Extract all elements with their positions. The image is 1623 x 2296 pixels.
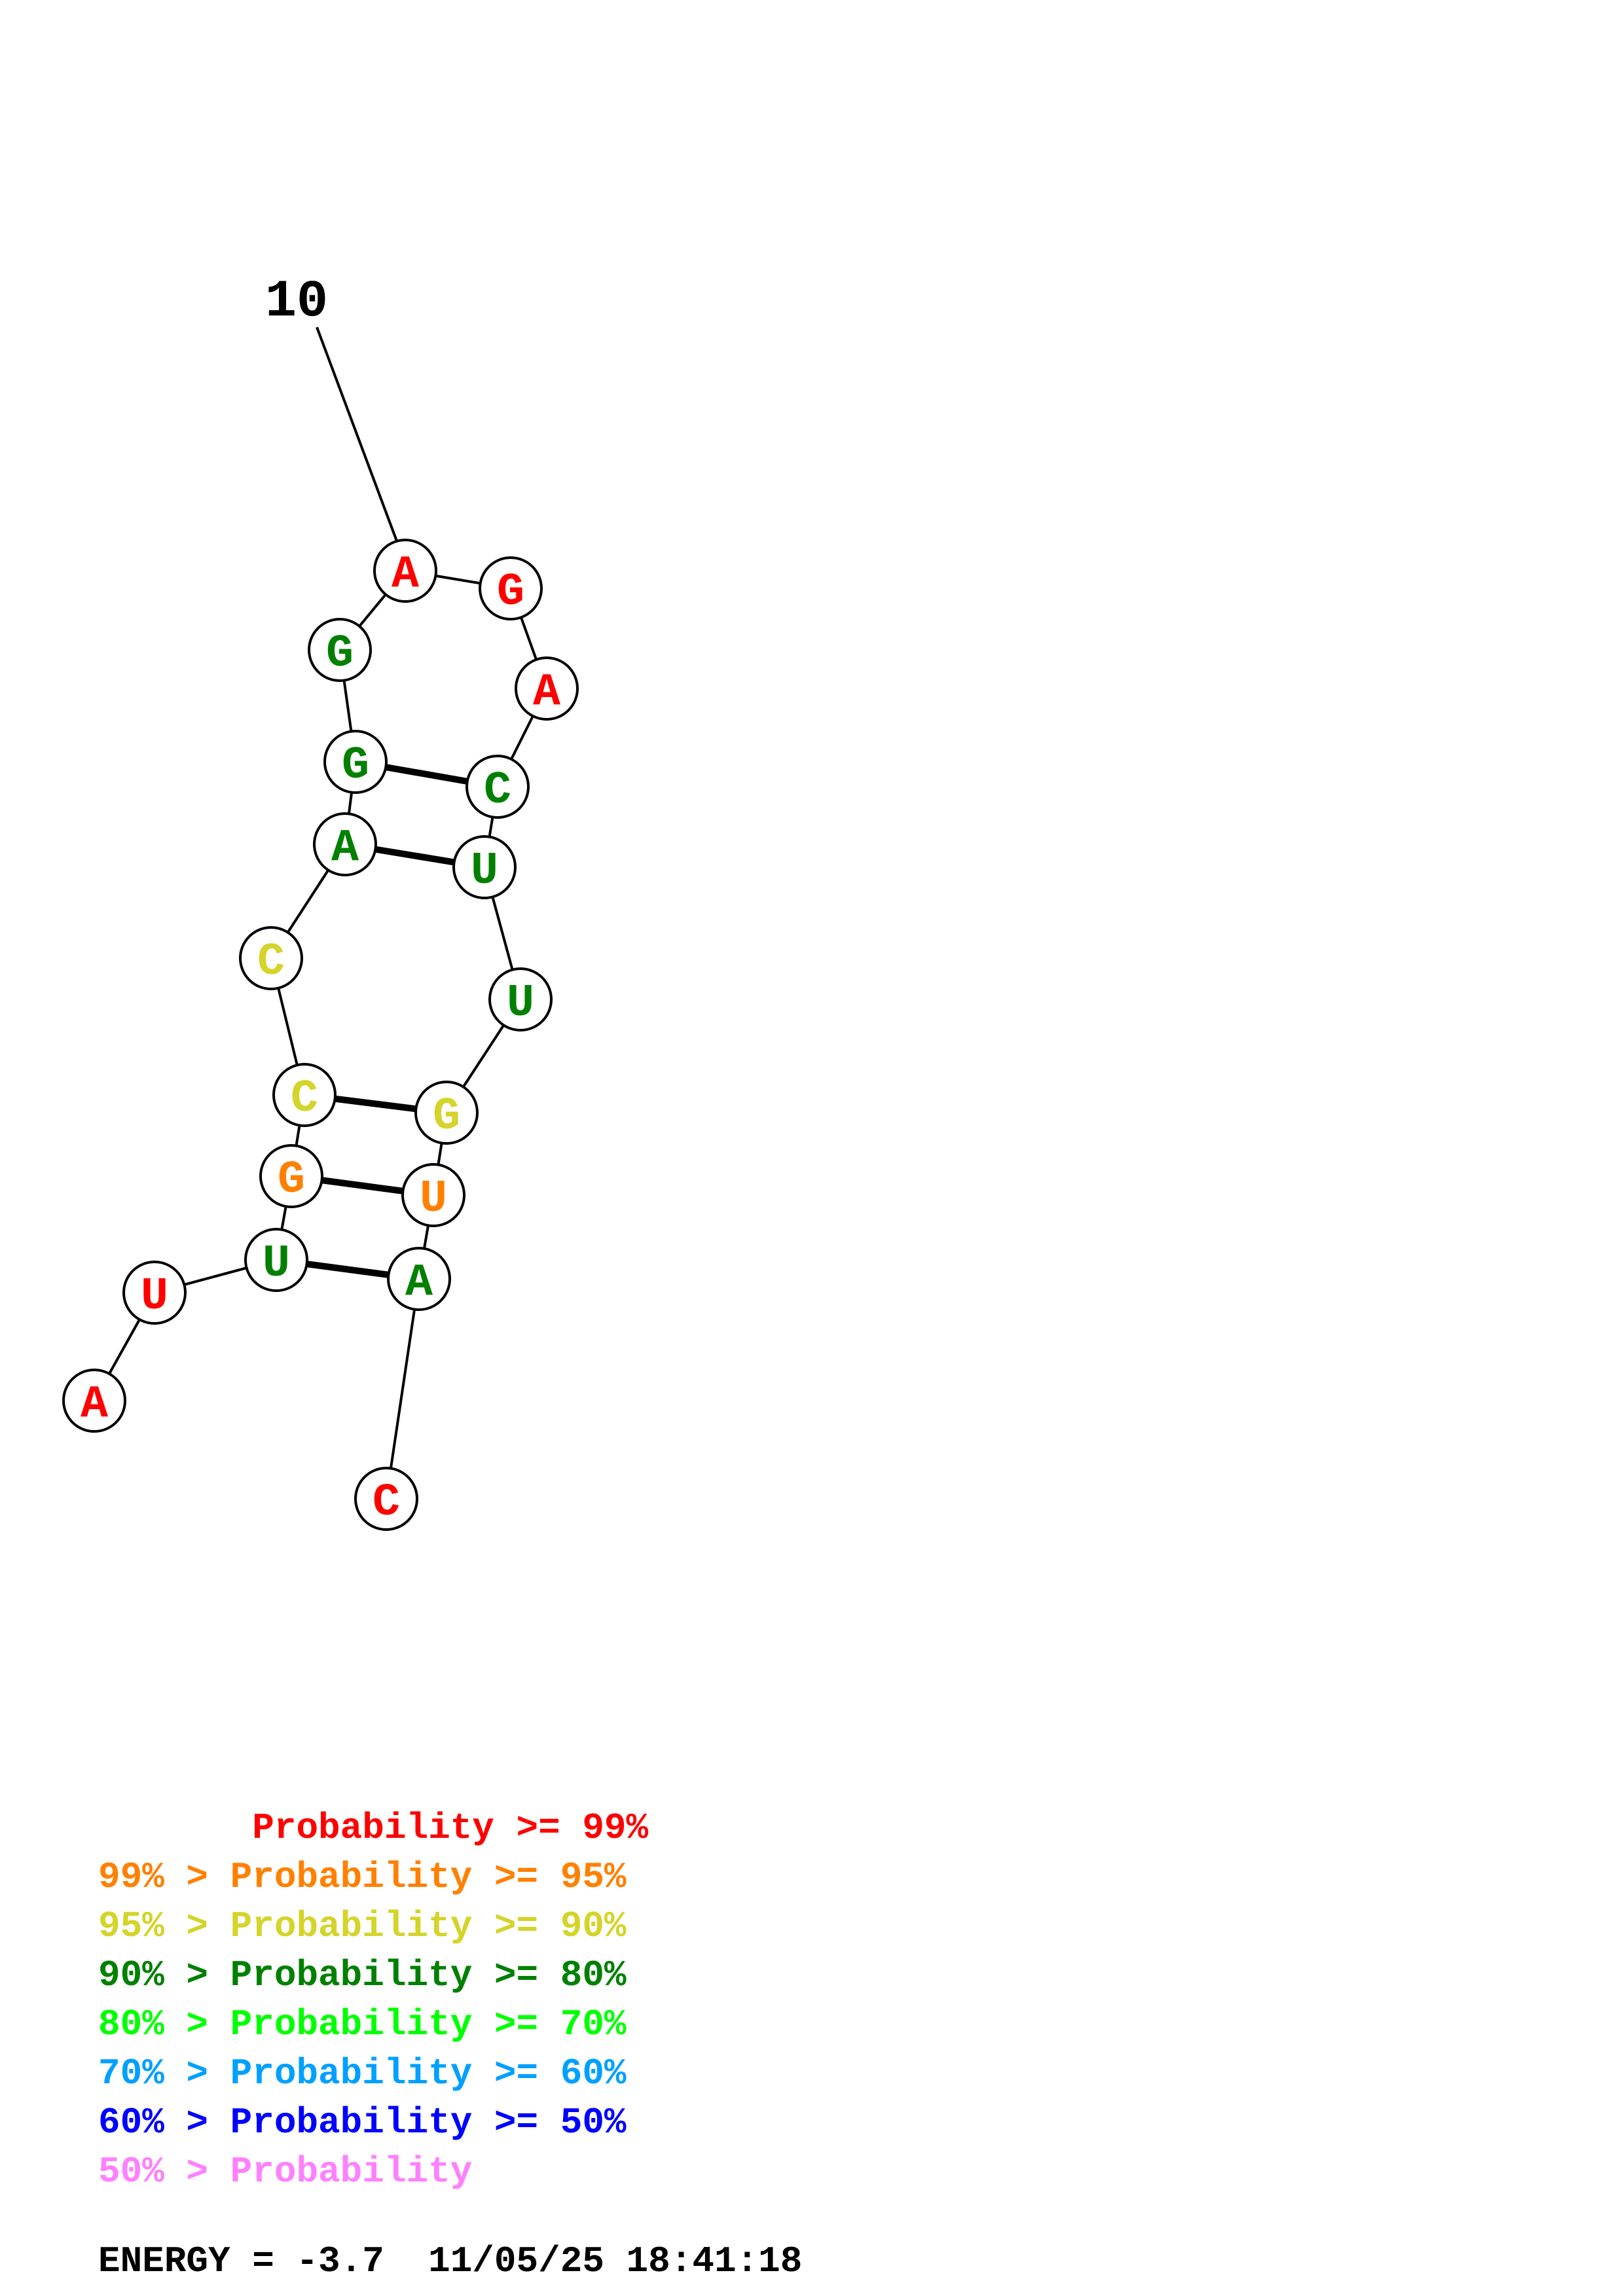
legend-prefix: 95% > — [98, 1905, 208, 1947]
legend-entry: 90% > Probability >= 80% — [98, 1954, 627, 1996]
nucleotide-base: G — [278, 1155, 305, 1206]
nucleotide: C — [239, 926, 303, 990]
nucleotide-base: A — [81, 1379, 108, 1431]
position-label-tick — [316, 327, 399, 545]
legend-prefix: 70% > — [98, 2053, 208, 2094]
nucleotide: U — [401, 1163, 465, 1227]
nucleotide: A — [313, 812, 377, 876]
nucleotide-base: A — [405, 1257, 433, 1309]
legend-label: Probability — [208, 2151, 472, 2193]
energy-footer: ENERGY = -3.7 11/05/25 18:41:18 — [98, 2240, 802, 2282]
legend-prefix: 99% > — [98, 1856, 208, 1898]
nucleotide: U — [488, 967, 553, 1031]
nucleotide: G — [323, 730, 388, 794]
legend-label: Probability >= 95% — [208, 1856, 627, 1898]
backbone-lines — [93, 569, 548, 1499]
legend-label: Probability >= 99% — [186, 1807, 648, 1849]
nucleotide-circle — [272, 1063, 337, 1127]
legend-entry: 70% > Probability >= 60% — [98, 2053, 627, 2094]
nucleotide-base: C — [373, 1477, 400, 1529]
nucleotide: G — [414, 1081, 479, 1145]
nucleotide: U — [244, 1228, 308, 1292]
nucleotide-base: G — [433, 1091, 460, 1143]
legend-prefix: 60% > — [98, 2102, 208, 2144]
nucleotide-base: U — [263, 1238, 290, 1290]
nucleotide-base: G — [497, 567, 524, 619]
nucleotide-circle — [239, 926, 303, 990]
nucleotide: U — [122, 1261, 187, 1325]
nucleotide-base: A — [533, 667, 560, 719]
nucleotide: A — [515, 656, 579, 721]
nucleotide-circle — [387, 1247, 451, 1311]
legend-entry: 80% > Probability >= 70% — [98, 2003, 627, 2045]
nucleotide: A — [62, 1369, 126, 1433]
nucleotide-base: C — [257, 937, 285, 988]
nucleotide-circle — [313, 812, 377, 876]
legend-prefix: 50% > — [98, 2151, 208, 2193]
nucleotide-circle — [308, 618, 372, 682]
nucleotide: G — [479, 556, 543, 620]
nucleotide: G — [259, 1144, 323, 1208]
nucleotide-base: U — [420, 1174, 447, 1225]
nucleotide: C — [465, 755, 530, 819]
nucleotide: A — [373, 539, 437, 603]
nucleotide-base: U — [141, 1271, 168, 1323]
nucleotide-circle — [354, 1467, 418, 1531]
nucleotide-base: U — [507, 978, 534, 1030]
nucleotide-base: G — [342, 740, 369, 792]
probability-legend: Probability >= 99% 99% > Probability >= 9… — [98, 1807, 649, 2193]
nucleotide-circle — [488, 967, 553, 1031]
nucleotide-circle — [414, 1081, 479, 1145]
nucleotide-base: C — [291, 1073, 318, 1125]
legend-entry: 50% > Probability — [98, 2151, 472, 2193]
nucleotide-circle — [259, 1144, 323, 1208]
nucleotide-base: C — [484, 765, 511, 817]
legend-prefix: 90% > — [98, 1954, 208, 1996]
legend-label: Probability >= 50% — [208, 2102, 627, 2144]
nucleotide-circle — [479, 556, 543, 620]
nucleotide-circle — [515, 656, 579, 721]
nucleotide-circle — [323, 730, 388, 794]
nucleotide-circle — [373, 539, 437, 603]
position-label: 10 — [265, 272, 328, 332]
nucleotide: A — [387, 1247, 451, 1311]
legend-label: Probability >= 70% — [208, 2003, 627, 2045]
legend-entry: 95% > Probability >= 90% — [98, 1905, 627, 1947]
nucleotide: G — [308, 618, 372, 682]
nucleotide-circle — [244, 1228, 308, 1292]
nucleotide-circle — [401, 1163, 465, 1227]
nucleotide-circle — [465, 755, 530, 819]
legend-prefix: 80% > — [98, 2003, 208, 2045]
nucleotide-circle — [452, 835, 517, 899]
legend-label: Probability >= 60% — [208, 2053, 627, 2094]
backbone-segment — [385, 1278, 420, 1499]
nucleotide: C — [272, 1063, 337, 1127]
legend-entry: 99% > Probability >= 95% — [98, 1856, 627, 1898]
nucleotide-circle — [122, 1261, 187, 1325]
nucleotide-base: A — [331, 823, 359, 874]
legend-label: Probability >= 90% — [208, 1905, 627, 1947]
legend-entry: 60% > Probability >= 50% — [98, 2102, 627, 2144]
nucleotide-base: U — [471, 846, 498, 897]
nucleotide-base: A — [392, 549, 419, 601]
nucleotide-circle — [62, 1369, 126, 1433]
nucleotide: C — [354, 1467, 418, 1531]
nucleotide-base: G — [326, 628, 354, 680]
legend-entry: Probability >= 99% — [98, 1807, 649, 1849]
legend-label: Probability >= 80% — [208, 1954, 627, 1996]
legend-prefix — [98, 1807, 186, 1849]
nucleotide: U — [452, 835, 517, 899]
